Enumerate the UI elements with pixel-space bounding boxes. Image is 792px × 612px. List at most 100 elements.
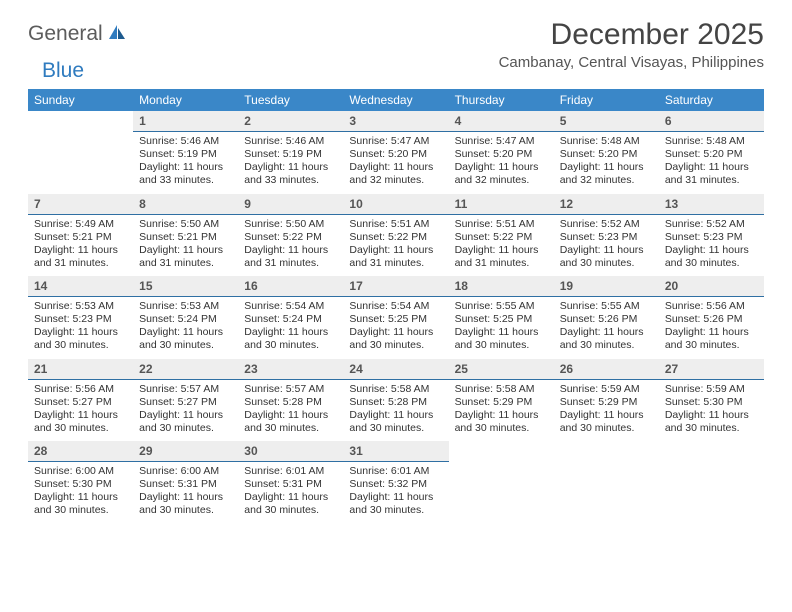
calendar-cell: 5Sunrise: 5:48 AMSunset: 5:20 PMDaylight… [554,111,659,194]
day-number: 30 [238,441,343,462]
day-details: Sunrise: 5:55 AMSunset: 5:25 PMDaylight:… [449,297,554,359]
day-number: 7 [28,194,133,215]
daylight-line: Daylight: 11 hours and 30 minutes. [139,409,232,435]
sunrise-line: Sunrise: 5:59 AM [560,383,653,396]
daylight-line: Daylight: 11 hours and 30 minutes. [665,244,758,270]
day-number: 17 [343,276,448,297]
calendar-cell: 22Sunrise: 5:57 AMSunset: 5:27 PMDayligh… [133,359,238,442]
weekday-header: Thursday [449,89,554,111]
daylight-line: Daylight: 11 hours and 30 minutes. [665,326,758,352]
sunrise-line: Sunrise: 5:55 AM [455,300,548,313]
day-details: Sunrise: 5:46 AMSunset: 5:19 PMDaylight:… [238,132,343,194]
calendar-cell: 7Sunrise: 5:49 AMSunset: 5:21 PMDaylight… [28,194,133,277]
calendar-cell: 10Sunrise: 5:51 AMSunset: 5:22 PMDayligh… [343,194,448,277]
daylight-line: Daylight: 11 hours and 32 minutes. [455,161,548,187]
day-details: Sunrise: 5:57 AMSunset: 5:28 PMDaylight:… [238,380,343,442]
sail-icon [107,23,127,46]
daylight-line: Daylight: 11 hours and 30 minutes. [244,491,337,517]
sunset-line: Sunset: 5:26 PM [665,313,758,326]
day-details: Sunrise: 5:55 AMSunset: 5:26 PMDaylight:… [554,297,659,359]
day-number: 5 [554,111,659,132]
day-details: Sunrise: 5:56 AMSunset: 5:26 PMDaylight:… [659,297,764,359]
daylight-line: Daylight: 11 hours and 30 minutes. [665,409,758,435]
sunset-line: Sunset: 5:20 PM [349,148,442,161]
daylight-line: Daylight: 11 hours and 32 minutes. [349,161,442,187]
sunset-line: Sunset: 5:29 PM [455,396,548,409]
day-details: Sunrise: 5:56 AMSunset: 5:27 PMDaylight:… [28,380,133,442]
sunrise-line: Sunrise: 5:57 AM [244,383,337,396]
sunset-line: Sunset: 5:28 PM [244,396,337,409]
day-number: 31 [343,441,448,462]
day-details: Sunrise: 6:01 AMSunset: 5:31 PMDaylight:… [238,462,343,524]
calendar-header-row: Sunday Monday Tuesday Wednesday Thursday… [28,89,764,111]
day-details: Sunrise: 5:47 AMSunset: 5:20 PMDaylight:… [343,132,448,194]
weekday-header: Tuesday [238,89,343,111]
calendar-cell: 6Sunrise: 5:48 AMSunset: 5:20 PMDaylight… [659,111,764,194]
day-number: 23 [238,359,343,380]
daylight-line: Daylight: 11 hours and 30 minutes. [349,409,442,435]
calendar-cell: 3Sunrise: 5:47 AMSunset: 5:20 PMDaylight… [343,111,448,194]
calendar-cell: 25Sunrise: 5:58 AMSunset: 5:29 PMDayligh… [449,359,554,442]
day-details: Sunrise: 6:00 AMSunset: 5:30 PMDaylight:… [28,462,133,524]
calendar-cell: 1Sunrise: 5:46 AMSunset: 5:19 PMDaylight… [133,111,238,194]
sunset-line: Sunset: 5:28 PM [349,396,442,409]
day-details: Sunrise: 5:47 AMSunset: 5:20 PMDaylight:… [449,132,554,194]
calendar-cell: 31Sunrise: 6:01 AMSunset: 5:32 PMDayligh… [343,441,448,524]
calendar-cell: 19Sunrise: 5:55 AMSunset: 5:26 PMDayligh… [554,276,659,359]
calendar-week-row: 7Sunrise: 5:49 AMSunset: 5:21 PMDaylight… [28,194,764,277]
day-number: 24 [343,359,448,380]
sunset-line: Sunset: 5:23 PM [665,231,758,244]
day-number: 2 [238,111,343,132]
calendar-cell: 20Sunrise: 5:56 AMSunset: 5:26 PMDayligh… [659,276,764,359]
day-number: 10 [343,194,448,215]
day-details: Sunrise: 5:50 AMSunset: 5:22 PMDaylight:… [238,215,343,277]
sunset-line: Sunset: 5:23 PM [34,313,127,326]
daylight-line: Daylight: 11 hours and 31 minutes. [455,244,548,270]
day-details: Sunrise: 5:58 AMSunset: 5:29 PMDaylight:… [449,380,554,442]
day-details: Sunrise: 6:01 AMSunset: 5:32 PMDaylight:… [343,462,448,524]
sunset-line: Sunset: 5:30 PM [665,396,758,409]
sunrise-line: Sunrise: 5:56 AM [34,383,127,396]
day-number: 19 [554,276,659,297]
sunrise-line: Sunrise: 5:57 AM [139,383,232,396]
day-details: Sunrise: 5:50 AMSunset: 5:21 PMDaylight:… [133,215,238,277]
day-number: 20 [659,276,764,297]
calendar-cell: 12Sunrise: 5:52 AMSunset: 5:23 PMDayligh… [554,194,659,277]
month-title: December 2025 [499,18,764,52]
day-details: Sunrise: 5:48 AMSunset: 5:20 PMDaylight:… [554,132,659,194]
sunrise-line: Sunrise: 5:56 AM [665,300,758,313]
day-details: Sunrise: 5:54 AMSunset: 5:25 PMDaylight:… [343,297,448,359]
daylight-line: Daylight: 11 hours and 30 minutes. [139,326,232,352]
day-details: Sunrise: 5:57 AMSunset: 5:27 PMDaylight:… [133,380,238,442]
day-number: 28 [28,441,133,462]
calendar-cell: 4Sunrise: 5:47 AMSunset: 5:20 PMDaylight… [449,111,554,194]
sunset-line: Sunset: 5:22 PM [455,231,548,244]
weekday-header: Friday [554,89,659,111]
day-details: Sunrise: 5:58 AMSunset: 5:28 PMDaylight:… [343,380,448,442]
daylight-line: Daylight: 11 hours and 31 minutes. [34,244,127,270]
calendar-body: 1Sunrise: 5:46 AMSunset: 5:19 PMDaylight… [28,111,764,524]
day-number: 13 [659,194,764,215]
daylight-line: Daylight: 11 hours and 30 minutes. [349,491,442,517]
daylight-line: Daylight: 11 hours and 32 minutes. [560,161,653,187]
calendar-cell [449,441,554,524]
calendar-table: Sunday Monday Tuesday Wednesday Thursday… [28,89,764,524]
title-block: December 2025 Cambanay, Central Visayas,… [499,18,764,71]
calendar-cell: 16Sunrise: 5:54 AMSunset: 5:24 PMDayligh… [238,276,343,359]
brand-text-a: General [28,22,103,46]
sunrise-line: Sunrise: 5:52 AM [560,218,653,231]
calendar-cell: 28Sunrise: 6:00 AMSunset: 5:30 PMDayligh… [28,441,133,524]
daylight-line: Daylight: 11 hours and 30 minutes. [560,244,653,270]
daylight-line: Daylight: 11 hours and 31 minutes. [244,244,337,270]
daylight-line: Daylight: 11 hours and 30 minutes. [34,491,127,517]
sunset-line: Sunset: 5:19 PM [139,148,232,161]
sunset-line: Sunset: 5:21 PM [139,231,232,244]
sunset-line: Sunset: 5:20 PM [665,148,758,161]
sunrise-line: Sunrise: 5:55 AM [560,300,653,313]
day-details: Sunrise: 5:46 AMSunset: 5:19 PMDaylight:… [133,132,238,194]
day-number: 16 [238,276,343,297]
sunrise-line: Sunrise: 5:52 AM [665,218,758,231]
calendar-week-row: 21Sunrise: 5:56 AMSunset: 5:27 PMDayligh… [28,359,764,442]
sunset-line: Sunset: 5:25 PM [349,313,442,326]
sunrise-line: Sunrise: 5:46 AM [139,135,232,148]
